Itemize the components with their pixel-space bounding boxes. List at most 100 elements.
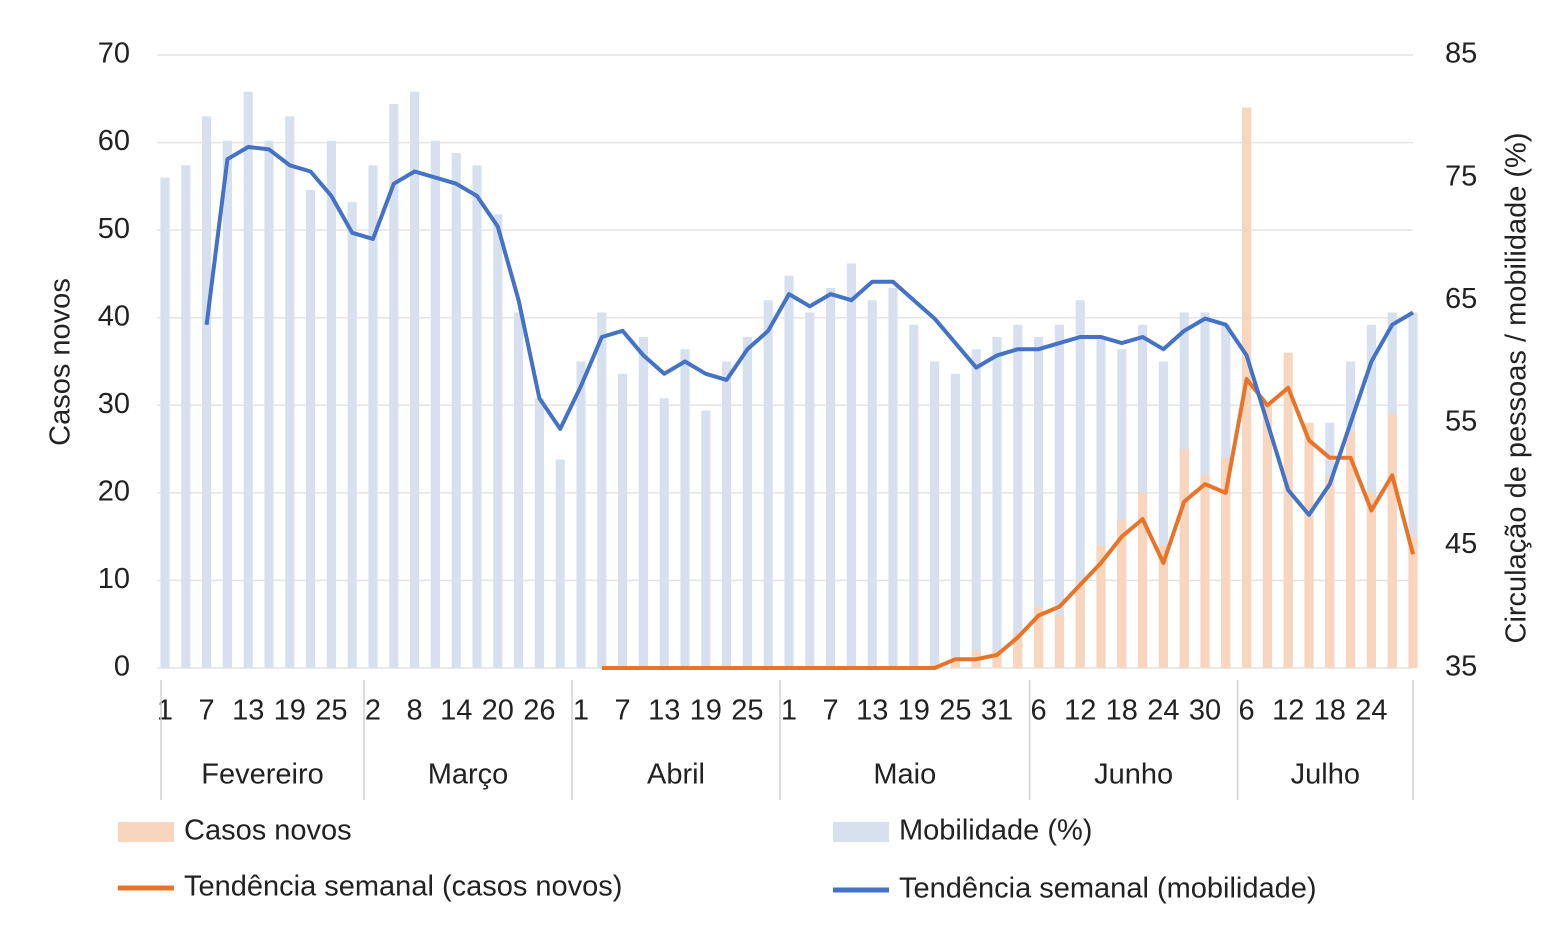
bar [1346,431,1356,668]
legend-label: Mobilidade (%) [899,815,1092,847]
bar [347,202,357,668]
x-tick-label: 18 [1106,695,1138,727]
bar [701,410,711,668]
bar [326,140,336,668]
y-tick-label: 50 [98,213,130,245]
bar [1387,414,1397,668]
month-label: Maio [873,759,936,791]
x-tick-label: 25 [939,695,971,727]
bar [1117,349,1127,668]
x-tick-label: 1 [573,695,589,727]
bar [1075,300,1085,668]
legend-swatch [118,822,174,842]
bar [971,349,981,668]
bar [181,165,191,668]
bar [784,275,794,668]
x-tick-label: 24 [1355,695,1387,727]
y2-tick-label: 35 [1445,651,1477,683]
bar [1034,606,1044,668]
bar [826,287,836,668]
month-label: Abril [647,759,705,791]
month-label: Julho [1291,759,1360,791]
bar [1117,519,1127,668]
bar [638,336,648,668]
bar [1283,352,1293,668]
x-tick-label: 19 [274,695,306,727]
bar [888,287,898,668]
bar [763,300,773,668]
bar [950,373,960,668]
x-tick-label: 6 [1239,695,1255,727]
bar [846,263,856,668]
x-tick-label: 14 [440,695,472,727]
y-tick-label: 60 [98,125,130,157]
bar [1221,457,1231,668]
bar [410,91,420,668]
y2-tick-label: 75 [1445,160,1477,192]
legend-label: Tendência semanal (mobilidade) [899,873,1317,905]
bar [1013,324,1023,668]
x-tick-label: 1 [781,695,797,727]
bar [555,459,565,668]
trend-line [204,145,1415,517]
y-tick-label: 20 [98,476,130,508]
x-tick-label: 12 [1064,695,1096,727]
bar [285,116,295,669]
bar [1200,475,1210,668]
bar [160,177,170,668]
x-tick-label: 31 [981,695,1013,727]
bar [430,140,440,668]
x-tick-label: 8 [407,695,423,727]
x-tick-label: 25 [315,695,347,727]
bar [472,165,482,668]
x-tick-label: 20 [482,695,514,727]
bar [597,312,607,668]
bar [1054,615,1064,668]
x-tick-label: 24 [1147,695,1179,727]
bar [514,312,524,668]
bar [1408,536,1418,668]
month-label: Março [428,759,509,791]
bar [805,312,815,668]
bar [1096,545,1106,668]
bar [1179,449,1189,668]
x-tick-label: 30 [1189,695,1221,727]
y-tick-label: 30 [98,388,130,420]
legend-label: Tendência semanal (casos novos) [184,871,622,903]
x-tick-label: 25 [731,695,763,727]
legend-swatch [833,822,889,842]
bar [930,361,940,668]
x-tick-label: 7 [199,695,215,727]
trend-line [601,377,1415,670]
x-tick-label: 1 [157,695,173,727]
x-tick-label: 19 [898,695,930,727]
x-tick-label: 12 [1272,695,1304,727]
bar [1158,545,1168,668]
x-tick-label: 18 [1314,695,1346,727]
bar [451,153,461,668]
x-tick-label: 13 [856,695,888,727]
bar [243,91,253,668]
y-tick-label: 0 [114,651,130,683]
month-label: Junho [1094,759,1173,791]
bar [1034,336,1044,668]
bar [1075,580,1085,668]
bar [1262,405,1272,668]
bar [1304,422,1314,668]
y-tick-label: 10 [98,563,130,595]
bar [222,140,232,668]
x-tick-label: 13 [648,695,680,727]
y-tick-label: 70 [98,38,130,70]
bar [992,650,1002,668]
bar [493,214,503,668]
bar [867,300,877,668]
y2-tick-label: 55 [1445,405,1477,437]
bar [680,349,690,668]
bar [1013,632,1023,668]
x-tick-label: 7 [615,695,631,727]
y2-tick-label: 85 [1445,38,1477,70]
bar [1325,475,1335,668]
bar [576,361,586,668]
bar [202,116,212,669]
